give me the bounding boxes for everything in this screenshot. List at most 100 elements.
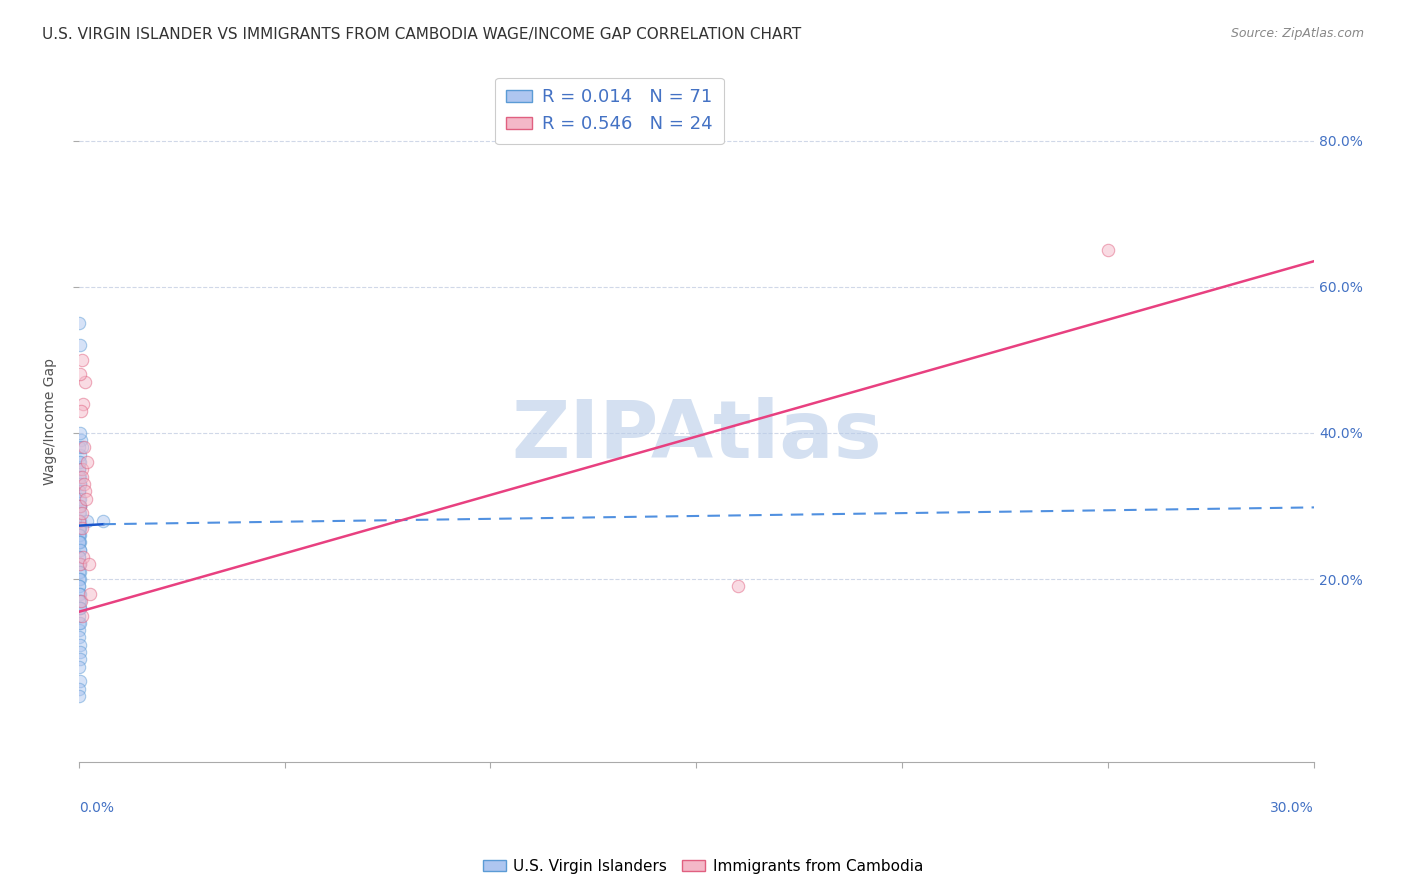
Point (69, 499, 91, 513)
Point (69, 455, 91, 469)
Point (69, 506, 91, 520)
Point (69, 638, 91, 652)
Legend: R = 0.014   N = 71, R = 0.546   N = 24: R = 0.014 N = 71, R = 0.546 N = 24 (495, 78, 724, 145)
Point (69, 441, 91, 455)
Point (69, 535, 91, 549)
Point (69, 469, 91, 483)
Point (69, 535, 91, 549)
Text: U.S. VIRGIN ISLANDER VS IMMIGRANTS FROM CAMBODIA WAGE/INCOME GAP CORRELATION CHA: U.S. VIRGIN ISLANDER VS IMMIGRANTS FROM … (42, 27, 801, 42)
Point (69, 425, 91, 440)
Point (69, 601, 91, 615)
Point (69, 514, 91, 528)
Point (69, 514, 91, 528)
Point (69, 615, 91, 630)
Point (727, 579, 749, 593)
Point (69, 499, 91, 513)
Text: Source: ZipAtlas.com: Source: ZipAtlas.com (1230, 27, 1364, 40)
Point (77, 558, 100, 572)
Point (69, 558, 91, 572)
Point (69, 594, 91, 608)
Point (76, 455, 98, 469)
Point (69, 368, 91, 382)
Point (70, 352, 93, 367)
Point (69, 316, 91, 330)
Point (69, 579, 91, 593)
Point (69, 631, 91, 645)
Point (69, 462, 91, 476)
Point (69, 338, 91, 352)
Point (72, 550, 94, 565)
Point (69, 477, 91, 491)
Point (69, 615, 91, 630)
Point (69, 572, 91, 586)
Point (69, 659, 91, 673)
Point (69, 514, 91, 528)
Point (69, 521, 91, 535)
Point (69, 521, 91, 535)
Point (69, 681, 91, 696)
Point (73, 441, 96, 455)
Point (69, 469, 91, 483)
Point (69, 433, 91, 447)
Point (69, 455, 91, 469)
Point (69, 558, 91, 572)
Point (69, 565, 91, 579)
Point (69, 404, 91, 418)
Point (1097, 243, 1119, 257)
Point (70, 462, 93, 476)
Point (69, 477, 91, 491)
Point (69, 448, 91, 462)
Point (69, 484, 91, 499)
Point (69, 608, 91, 623)
Point (69, 521, 91, 535)
Point (72, 477, 94, 491)
Point (69, 586, 91, 600)
Point (75, 491, 97, 506)
Point (69, 550, 91, 565)
Point (72, 397, 94, 411)
Point (69, 535, 91, 549)
Point (69, 535, 91, 549)
Point (69, 689, 91, 703)
Point (93, 514, 115, 528)
Y-axis label: Wage/Income Gap: Wage/Income Gap (44, 359, 58, 485)
Point (69, 652, 91, 666)
Point (69, 601, 91, 615)
Point (69, 623, 91, 637)
Point (69, 506, 91, 520)
Point (76, 514, 98, 528)
Point (72, 469, 94, 483)
Point (72, 506, 94, 520)
Point (75, 375, 97, 389)
Point (79, 586, 101, 600)
Point (69, 674, 91, 689)
Point (69, 565, 91, 579)
Point (69, 558, 91, 572)
Text: ZIPAtlas: ZIPAtlas (510, 397, 882, 475)
Point (70, 521, 93, 535)
Point (69, 550, 91, 565)
Point (69, 645, 91, 659)
Point (70, 608, 93, 623)
Point (69, 484, 91, 499)
Point (69, 528, 91, 542)
Point (69, 491, 91, 506)
Point (69, 594, 91, 608)
Point (69, 579, 91, 593)
Point (69, 594, 91, 608)
Point (69, 499, 91, 513)
Point (69, 514, 91, 528)
Point (69, 462, 91, 476)
Point (69, 521, 91, 535)
Point (69, 528, 91, 542)
Text: 0.0%: 0.0% (79, 800, 114, 814)
Point (69, 528, 91, 542)
Text: 30.0%: 30.0% (1271, 800, 1315, 814)
Point (69, 491, 91, 506)
Point (69, 586, 91, 600)
Point (69, 542, 91, 557)
Point (69, 572, 91, 586)
Legend: U.S. Virgin Islanders, Immigrants from Cambodia: U.S. Virgin Islanders, Immigrants from C… (477, 853, 929, 880)
Point (69, 601, 91, 615)
Point (73, 484, 96, 499)
